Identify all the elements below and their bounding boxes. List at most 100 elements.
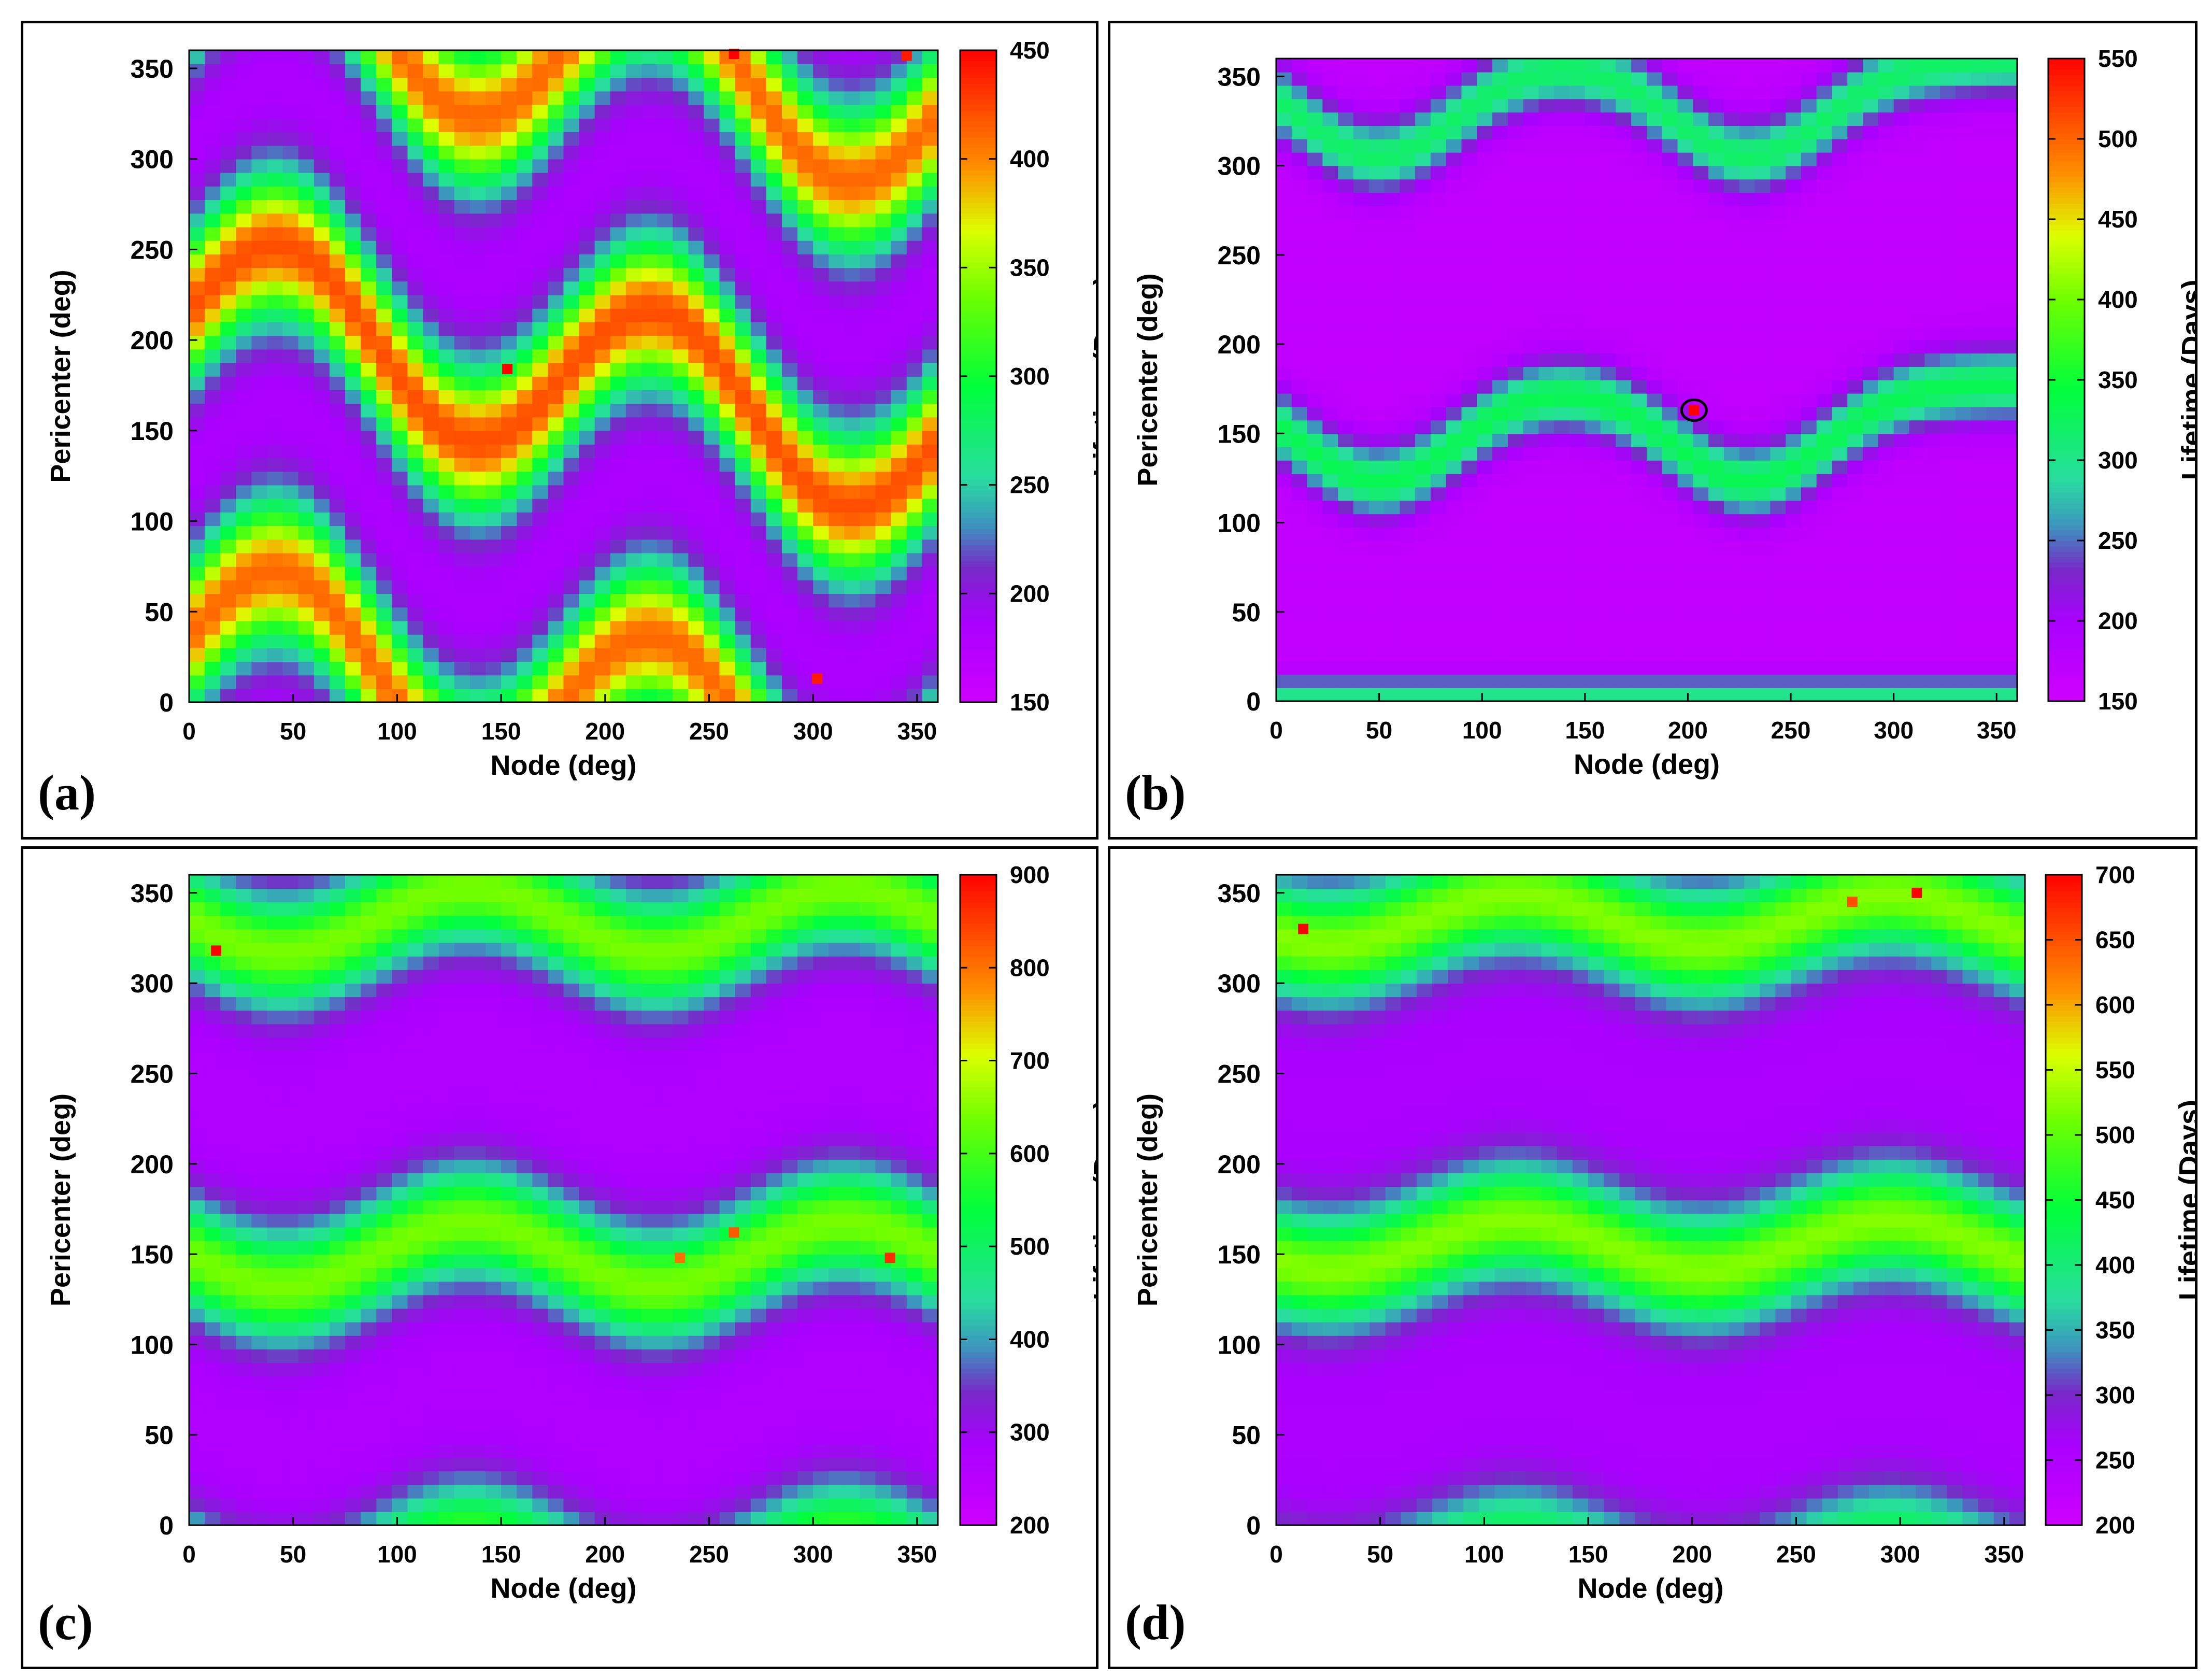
heatmap-cell xyxy=(704,267,720,282)
heatmap-cell xyxy=(797,349,814,363)
heatmap-cell xyxy=(392,172,408,187)
heatmap-cell xyxy=(501,607,517,621)
heatmap-cell xyxy=(735,213,751,228)
heatmap-cell xyxy=(501,525,517,540)
heatmap-cell xyxy=(1786,607,1802,621)
heatmap-cell xyxy=(1955,487,1972,501)
heatmap-cell xyxy=(1538,406,1555,421)
heatmap-cell xyxy=(1338,246,1354,260)
heatmap-cell xyxy=(423,634,439,648)
heatmap-cell xyxy=(1924,514,1940,528)
heatmap-cell xyxy=(282,620,299,635)
heatmap-cell xyxy=(673,444,689,459)
heatmap-cell xyxy=(1291,674,1308,688)
heatmap-cell xyxy=(1507,72,1524,86)
heatmap-cell xyxy=(1368,580,1385,595)
hotspot-cell xyxy=(1689,405,1700,416)
heatmap-cell xyxy=(1492,594,1508,608)
heatmap-cell xyxy=(704,226,720,241)
heatmap-cell xyxy=(1924,286,1940,300)
heatmap-cell xyxy=(251,281,268,295)
heatmap-cell xyxy=(1322,553,1338,568)
heatmap-cell xyxy=(236,525,252,540)
heatmap-cell xyxy=(1770,165,1786,180)
heatmap-cell xyxy=(875,281,892,295)
heatmap-cell xyxy=(1291,514,1308,528)
heatmap-cell xyxy=(688,77,705,92)
heatmap-cell xyxy=(1693,353,1709,367)
heatmap-cell xyxy=(454,186,470,201)
heatmap-cell xyxy=(844,539,861,553)
heatmap-cell xyxy=(1523,353,1539,367)
heatmap-cell xyxy=(797,186,814,201)
heatmap-cell xyxy=(220,675,237,689)
heatmap-cell xyxy=(501,390,517,404)
heatmap-cell xyxy=(1538,688,1555,702)
heatmap-cell xyxy=(220,172,237,187)
heatmap-cell xyxy=(298,390,315,404)
heatmap-cell xyxy=(1832,259,1848,274)
heatmap-cell xyxy=(641,675,658,689)
heatmap-cell xyxy=(1322,259,1338,274)
heatmap-cell xyxy=(579,200,595,214)
heatmap-cell xyxy=(1569,366,1586,380)
heatmap-cell xyxy=(1400,326,1416,340)
heatmap-cell xyxy=(1677,473,1694,488)
colorbar-segment xyxy=(960,403,996,409)
heatmap-cell xyxy=(1461,487,1478,501)
heatmap-cell xyxy=(313,620,330,635)
heatmap-cell xyxy=(345,512,361,527)
heatmap-cell xyxy=(2002,366,2018,380)
heatmap-cell xyxy=(625,688,642,703)
heatmap-cell xyxy=(625,77,642,92)
heatmap-cell xyxy=(532,552,549,567)
heatmap-cell xyxy=(1507,393,1524,407)
colorbar-segment xyxy=(960,93,996,100)
heatmap-cell xyxy=(688,322,705,336)
heatmap-cell xyxy=(844,349,861,363)
heatmap-cell xyxy=(2002,192,2018,206)
heatmap-cell xyxy=(1368,72,1385,86)
heatmap-cell xyxy=(719,200,736,214)
x-tick-label: 250 xyxy=(1771,717,1811,744)
heatmap-cell xyxy=(735,403,751,418)
heatmap-cell xyxy=(1477,353,1493,367)
heatmap-cell xyxy=(1507,406,1524,421)
heatmap-cell xyxy=(781,254,798,268)
heatmap-cell xyxy=(1616,527,1632,541)
heatmap-cell xyxy=(1569,580,1586,595)
heatmap-cell xyxy=(641,430,658,445)
heatmap-cell xyxy=(1801,179,1817,193)
heatmap-cell xyxy=(1893,152,1910,166)
heatmap-cell xyxy=(563,145,580,160)
heatmap-cell xyxy=(766,593,782,608)
heatmap-cell xyxy=(407,308,424,322)
heatmap-cell xyxy=(1400,112,1416,126)
heatmap-cell xyxy=(1986,72,2003,86)
heatmap-cell xyxy=(1569,273,1586,287)
heatmap-cell xyxy=(1708,300,1724,314)
heatmap-cells xyxy=(189,50,938,703)
heatmap-cell xyxy=(1600,487,1617,501)
heatmap-cell xyxy=(610,294,626,309)
heatmap-cell xyxy=(1986,473,2003,488)
heatmap-cell xyxy=(438,403,455,418)
heatmap-cell xyxy=(392,430,408,445)
heatmap-cell xyxy=(579,240,595,254)
heatmap-cell xyxy=(1662,406,1678,421)
heatmap-cell xyxy=(1430,674,1447,688)
heatmap-cell xyxy=(875,498,892,513)
heatmap-cell xyxy=(361,403,377,418)
heatmap-cell xyxy=(1492,460,1508,474)
heatmap-cell xyxy=(267,308,283,322)
heatmap-cell xyxy=(1801,98,1817,113)
heatmap-cell xyxy=(891,362,907,377)
heatmap-cell xyxy=(688,675,705,689)
heatmap-cell xyxy=(641,634,658,648)
heatmap-cell xyxy=(1446,406,1462,421)
heatmap-cell xyxy=(345,213,361,228)
heatmap-cell xyxy=(781,417,798,431)
heatmap-cell xyxy=(1816,580,1833,595)
heatmap-cell xyxy=(1477,112,1493,126)
heatmap-cell xyxy=(1677,246,1694,260)
